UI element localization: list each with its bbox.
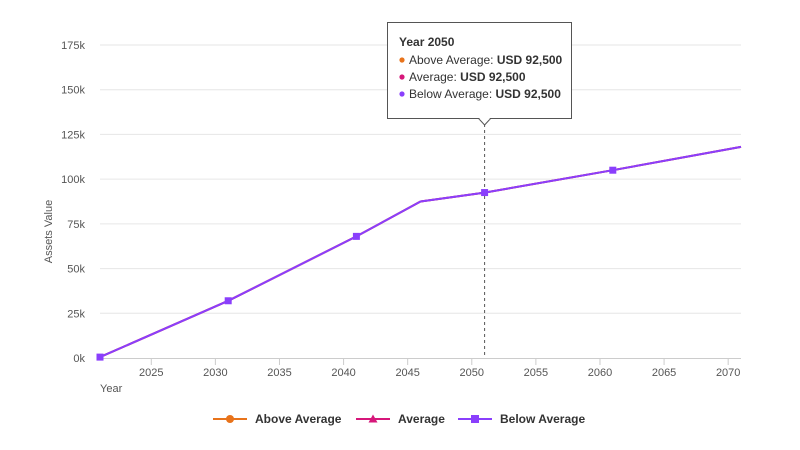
legend-item-average[interactable]: Average [356,412,445,426]
data-point-marker[interactable] [609,166,617,174]
legend-item-below-average[interactable]: Below Average [458,412,585,426]
data-point-marker[interactable] [224,297,232,305]
legend-item-above-average[interactable]: Above Average [213,412,342,426]
y-tick-label: 25k [67,308,85,320]
x-tick-label: 2060 [588,367,612,379]
series-line-below-average [99,145,742,359]
tooltip-row: Average: USD 92,500 [409,70,526,84]
x-tick-label: 2065 [652,367,676,379]
series-line-average [99,145,742,359]
x-tick-label: 2055 [524,367,548,379]
tooltip-title: Year 2050 [399,35,455,49]
legend-label: Below Average [500,412,585,426]
y-axis-title: Assets Value [43,200,55,263]
data-point-marker[interactable] [352,232,360,240]
y-tick-label: 75k [67,219,85,231]
series-line-above-average [99,145,742,359]
y-tick-label: 125k [61,129,85,141]
legend-label: Average [398,412,445,426]
x-tick-label: 2035 [267,367,291,379]
x-tick-label: 2050 [460,367,484,379]
x-tick-label: 2070 [716,367,740,379]
x-axis-title: Year [100,383,123,395]
legend-square-icon [471,415,479,423]
y-tick-label: 0k [73,353,85,365]
series-group [96,145,742,361]
y-tick-label: 50k [67,264,85,276]
tooltip-bullet-icon [399,57,405,63]
legend-triangle-icon [368,414,378,423]
x-tick-label: 2045 [395,367,419,379]
x-tick-label: 2030 [203,367,227,379]
tooltip: Year 2050 Above Average: USD 92,500 Averag… [387,22,572,126]
y-tick-label: 175k [61,40,85,52]
tooltip-row: Below Average: USD 92,500 [409,87,561,101]
legend: Above Average Average Below Average [213,412,585,426]
legend-circle-icon [226,415,234,423]
tooltip-bullet-icon [399,91,405,97]
tooltip-bullet-icon [399,74,405,80]
y-tick-label: 150k [61,85,85,97]
tooltip-row: Above Average: USD 92,500 [409,53,563,67]
x-tick-label: 2040 [331,367,355,379]
y-tick-label: 100k [61,174,85,186]
data-point-marker[interactable] [96,353,104,361]
data-point-marker[interactable] [481,189,489,197]
axes: 0k 25k 50k 75k 100k 125k 150k 175k 2025 2030 2035 2… [43,40,741,395]
tooltip-pointer [478,118,491,126]
tooltip-box [387,22,572,119]
x-tick-label: 2025 [139,367,163,379]
legend-label: Above Average [255,412,342,426]
